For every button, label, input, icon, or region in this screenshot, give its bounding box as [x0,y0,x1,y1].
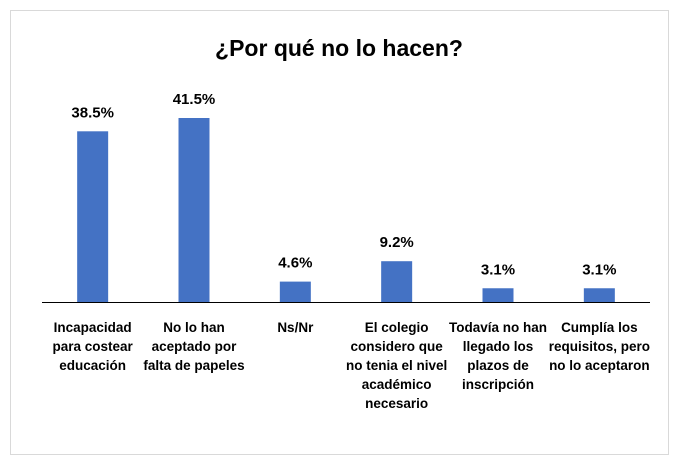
x-tick-label: Cumplía los requisitos, pero no lo acept… [548,320,650,373]
data-label: 38.5% [71,104,114,121]
bar [381,261,413,302]
data-label: 4.6% [278,255,312,272]
x-tick-label: No lo han aceptado por falta de papeles [143,320,245,373]
bar [482,288,514,302]
x-tick-label: El colegio considero que no tenia el niv… [346,320,448,411]
data-label: 9.2% [380,234,414,251]
bar [77,131,109,302]
data-label: 3.1% [582,261,616,278]
bar [583,288,615,302]
data-label: 41.5% [173,91,216,108]
x-tick-label: Incapacidad para costear educación [52,320,133,373]
bar [279,281,311,302]
bar [178,118,210,302]
data-label: 3.1% [481,261,515,278]
chart-frame [10,10,669,455]
x-tick-label: Ns/Nr [277,320,314,335]
chart-title: ¿Por qué no lo hacen? [215,35,463,61]
x-tick-label: Todavía no han llegado los plazos de ins… [448,320,547,392]
